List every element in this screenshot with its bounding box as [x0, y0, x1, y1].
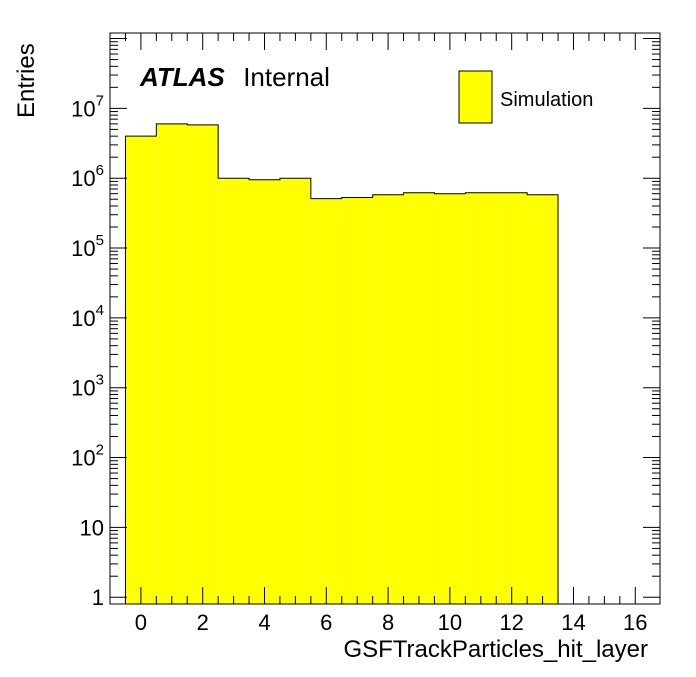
- histogram-bar: [125, 136, 157, 604]
- legend-label-simulation: Simulation: [500, 89, 593, 111]
- histogram-bar: [496, 192, 528, 604]
- histogram-bar: [465, 192, 497, 604]
- legend-swatch-simulation: [458, 70, 493, 124]
- histogram-bars: [124, 123, 559, 605]
- axis-ticks: [109, 33, 660, 604]
- histogram-bar: [187, 124, 219, 604]
- y-tick-label: 1: [92, 585, 104, 610]
- atlas-label-plain: Internal: [243, 62, 330, 92]
- atlas-label-bold: ATLAS: [139, 62, 225, 92]
- y-tick-label: 104: [71, 302, 104, 331]
- y-tick-label: 107: [71, 92, 104, 121]
- y-tick-label: 102: [71, 442, 104, 471]
- y-tick-label: 106: [71, 162, 104, 191]
- histogram-bar: [310, 198, 342, 604]
- y-tick-label: 10: [80, 515, 104, 540]
- histogram-bar: [434, 193, 466, 605]
- y-tick-label: 105: [71, 232, 104, 261]
- histogram-bar: [249, 179, 280, 605]
- x-tick-label: 12: [499, 610, 523, 635]
- histogram-bar: [156, 123, 188, 605]
- legend: Simulation: [458, 70, 593, 124]
- histogram-bar: [341, 197, 373, 604]
- y-axis-title: Entries: [13, 43, 40, 118]
- histogram-bar: [372, 194, 404, 604]
- x-tick-label: 14: [561, 610, 585, 635]
- histogram-bar: [279, 178, 311, 604]
- histogram-bar: [527, 194, 559, 604]
- x-tick-label: 8: [382, 610, 394, 635]
- x-tick-label: 4: [258, 610, 270, 635]
- histogram-bar: [218, 178, 250, 604]
- histogram-outline: [124, 123, 559, 604]
- histogram-bar: [403, 192, 435, 604]
- plot-frame: [109, 32, 661, 605]
- x-tick-label: 10: [438, 610, 462, 635]
- x-tick-label: 2: [197, 610, 209, 635]
- x-tick-label: 6: [320, 610, 332, 635]
- x-tick-label: 0: [135, 610, 147, 635]
- tick-labels: 0 2 4 6 8 10 12 14 16 1 10 102 103 104 105 106 107: [71, 92, 647, 635]
- x-tick-label: 16: [623, 610, 647, 635]
- x-axis-title: GSFTrackParticles_hit_layer: [343, 636, 648, 663]
- atlas-label: ATLAS Internal: [139, 62, 330, 92]
- y-tick-label: 103: [71, 372, 104, 401]
